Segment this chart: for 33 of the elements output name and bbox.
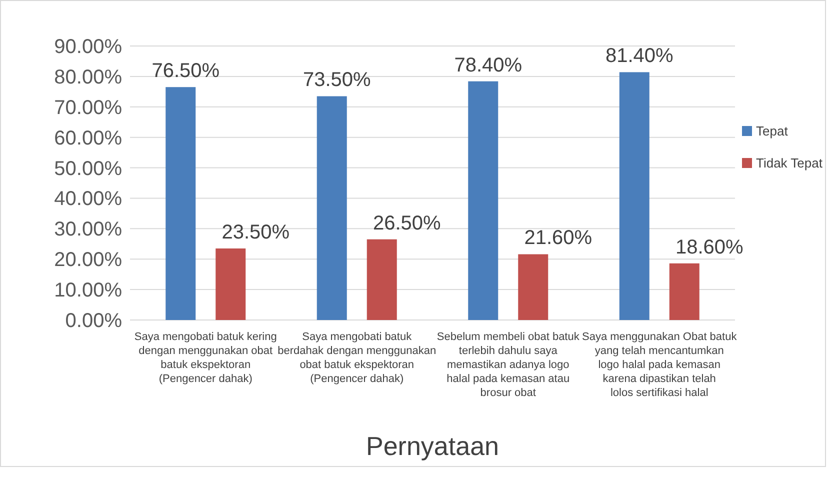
y-tick-label: 90.00%	[54, 36, 122, 58]
data-label: 78.40%	[454, 54, 522, 76]
y-tick-label: 20.00%	[54, 249, 122, 272]
legend-label: Tepat	[756, 124, 788, 139]
x-tick-label: Sebelum membeli obat batuk terlebih dahulu saya memastikan adanya logo halal pada kemasan atau brosur obat	[436, 331, 580, 399]
data-label: 26.50%	[372, 212, 441, 234]
y-tick-label: 10.00%	[54, 280, 122, 302]
bar	[468, 81, 498, 320]
bar	[216, 248, 246, 320]
bar	[619, 72, 650, 320]
bar	[669, 263, 700, 320]
bar	[166, 87, 196, 320]
bar	[518, 254, 548, 320]
bar	[366, 239, 397, 320]
y-tick-label: 60.00%	[54, 127, 122, 150]
x-tick-label: Saya mengobati batuk berdahak dengan menggunakan obat batuk ekspektoran (Pengencer dahak)	[278, 331, 436, 385]
data-label: 81.40%	[605, 45, 674, 68]
data-label: 18.60%	[675, 236, 744, 258]
x-tick-label: Saya menggunakan Obat batuk yang telah mencantumkan logo halal pada kemasan karena dipastikan telah lolos sertifikasi halal	[582, 331, 738, 399]
y-tick-label: 80.00%	[54, 66, 122, 88]
y-tick-label: 70.00%	[54, 96, 122, 119]
y-tick-label: 30.00%	[54, 218, 122, 241]
y-tick-label: 50.00%	[54, 158, 122, 180]
data-label: 21.60%	[524, 227, 592, 250]
legend-label: Tidak Tepat	[756, 156, 823, 171]
data-label: 73.50%	[302, 69, 371, 92]
bar	[316, 96, 347, 320]
x-axis-title: Pernyataan	[366, 431, 499, 461]
y-tick-label: 0.00%	[65, 310, 122, 332]
y-tick-label: 40.00%	[54, 188, 122, 210]
data-label: 76.50%	[152, 60, 220, 82]
x-tick-label: Saya mengobati batuk kering dengan menggunakan obat batuk ekspektoran (Pengencer dahak)	[134, 331, 277, 385]
data-label: 23.50%	[222, 221, 290, 244]
